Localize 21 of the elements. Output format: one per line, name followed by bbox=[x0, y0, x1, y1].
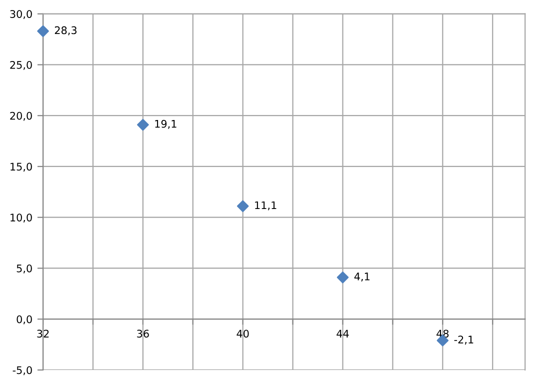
data-label: -2,1 bbox=[454, 336, 474, 345]
y-tick-label: 15,0 bbox=[10, 162, 32, 172]
x-tick-label: 32 bbox=[37, 330, 49, 338]
x-tick-label: 36 bbox=[137, 330, 149, 338]
data-label: 4,1 bbox=[354, 272, 370, 282]
y-tick-label: 25,0 bbox=[10, 60, 32, 70]
point bbox=[336, 272, 349, 284]
y-tick-label: 5,0 bbox=[16, 264, 32, 274]
y-tick-label: 10,0 bbox=[10, 214, 32, 223]
x-tick-label: 44 bbox=[336, 330, 349, 338]
y-tick-label: 0,0 bbox=[16, 315, 32, 324]
point bbox=[137, 118, 149, 131]
point bbox=[236, 200, 249, 212]
y-tick-label: -5,0 bbox=[12, 366, 32, 376]
y-tick-label: 20,0 bbox=[10, 112, 32, 121]
data-label: 19,1 bbox=[155, 120, 176, 129]
x-tick-label: 40 bbox=[236, 330, 249, 338]
point bbox=[37, 25, 49, 38]
data-label: 11,1 bbox=[255, 201, 276, 210]
y-tick-label: 30,0 bbox=[10, 10, 32, 20]
data-label: 28,3 bbox=[54, 26, 77, 36]
